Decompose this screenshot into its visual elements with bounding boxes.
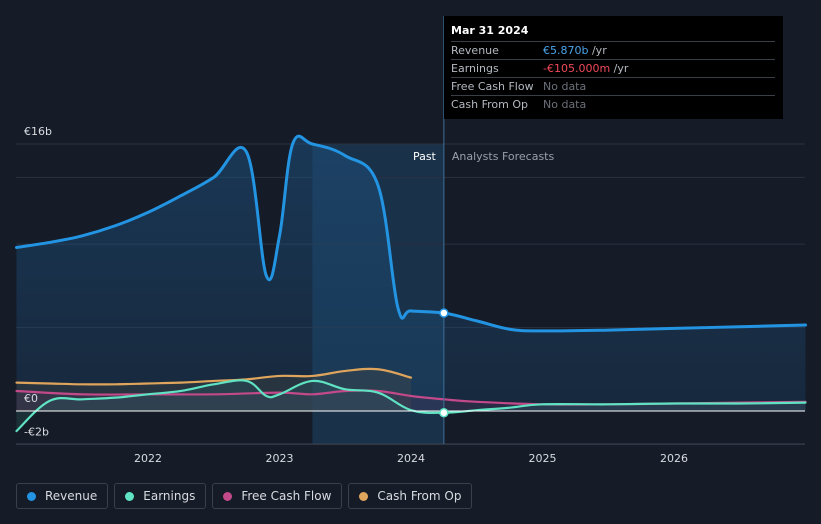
tooltip-cfo-value: No data [543, 98, 587, 111]
earnings-line [15, 379, 807, 433]
earnings-hover-dot [439, 408, 449, 418]
tooltip-label: Revenue [451, 44, 499, 57]
legend-item-revenue[interactable]: Revenue [16, 483, 109, 509]
x-tick-label: 2024 [397, 452, 425, 465]
y-tick-label: €16b [24, 125, 52, 138]
hover-dots [439, 308, 449, 418]
tooltip-date: Mar 31 2024 [451, 24, 529, 37]
tooltip-earnings-value: -€105.000m [543, 62, 611, 75]
past-label: Past [413, 150, 437, 163]
revenue-hover-dot [439, 308, 449, 318]
tooltip-unit: /yr [588, 44, 607, 57]
tooltip-row-revenue: Revenue €5.870b /yr [451, 41, 775, 59]
tooltip-row-free-cash-flow: Free Cash Flow No data [451, 77, 775, 95]
tooltip-label: Cash From Op [451, 98, 529, 111]
x-tick-label: 2026 [660, 452, 688, 465]
x-tick-label: 2023 [266, 452, 294, 465]
legend-item-cash-from-op[interactable]: Cash From Op [348, 483, 473, 509]
revenue-area [16, 136, 806, 411]
x-tick-label: 2025 [529, 452, 557, 465]
legend-label: Revenue [45, 489, 98, 503]
legend-item-free-cash-flow[interactable]: Free Cash Flow [212, 483, 343, 509]
legend-label: Earnings [143, 489, 196, 503]
y-tick-label: -€2b [24, 425, 49, 438]
series-lines [15, 134, 807, 433]
tooltip-row-earnings: Earnings -€105.000m /yr [451, 59, 775, 77]
series-areas [16, 136, 806, 432]
revenue-line [15, 134, 807, 333]
legend: Revenue Earnings Free Cash Flow Cash Fro… [16, 483, 473, 511]
y-tick-label: €0 [24, 392, 38, 405]
legend-item-earnings[interactable]: Earnings [114, 483, 207, 509]
revenue-dot-icon [27, 491, 36, 501]
legend-label: Cash From Op [377, 489, 462, 503]
tooltip-row-cash-from-op: Cash From Op No data [451, 95, 775, 113]
cash-from-op-dot-icon [359, 491, 369, 501]
x-tick-label: 2022 [134, 452, 162, 465]
tooltip: Mar 31 2024 Revenue €5.870b /yr Earnings… [444, 16, 783, 119]
tooltip-label: Earnings [451, 62, 499, 75]
analysts-forecasts-label: Analysts Forecasts [452, 150, 555, 163]
tooltip-revenue-value: €5.870b [543, 44, 589, 57]
x-axis-labels: 2022 2023 2024 2025 2026 [134, 452, 688, 465]
cash-from-op-line [15, 367, 413, 386]
tooltip-unit: /yr [610, 62, 629, 75]
tooltip-label: Free Cash Flow [451, 80, 534, 93]
y-axis-labels: €16b €0 -€2b [24, 125, 52, 438]
legend-label: Free Cash Flow [241, 489, 332, 503]
tooltip-fcf-value: No data [543, 80, 587, 93]
earnings-dot-icon [125, 491, 135, 501]
free-cash-flow-dot-icon [223, 491, 233, 501]
